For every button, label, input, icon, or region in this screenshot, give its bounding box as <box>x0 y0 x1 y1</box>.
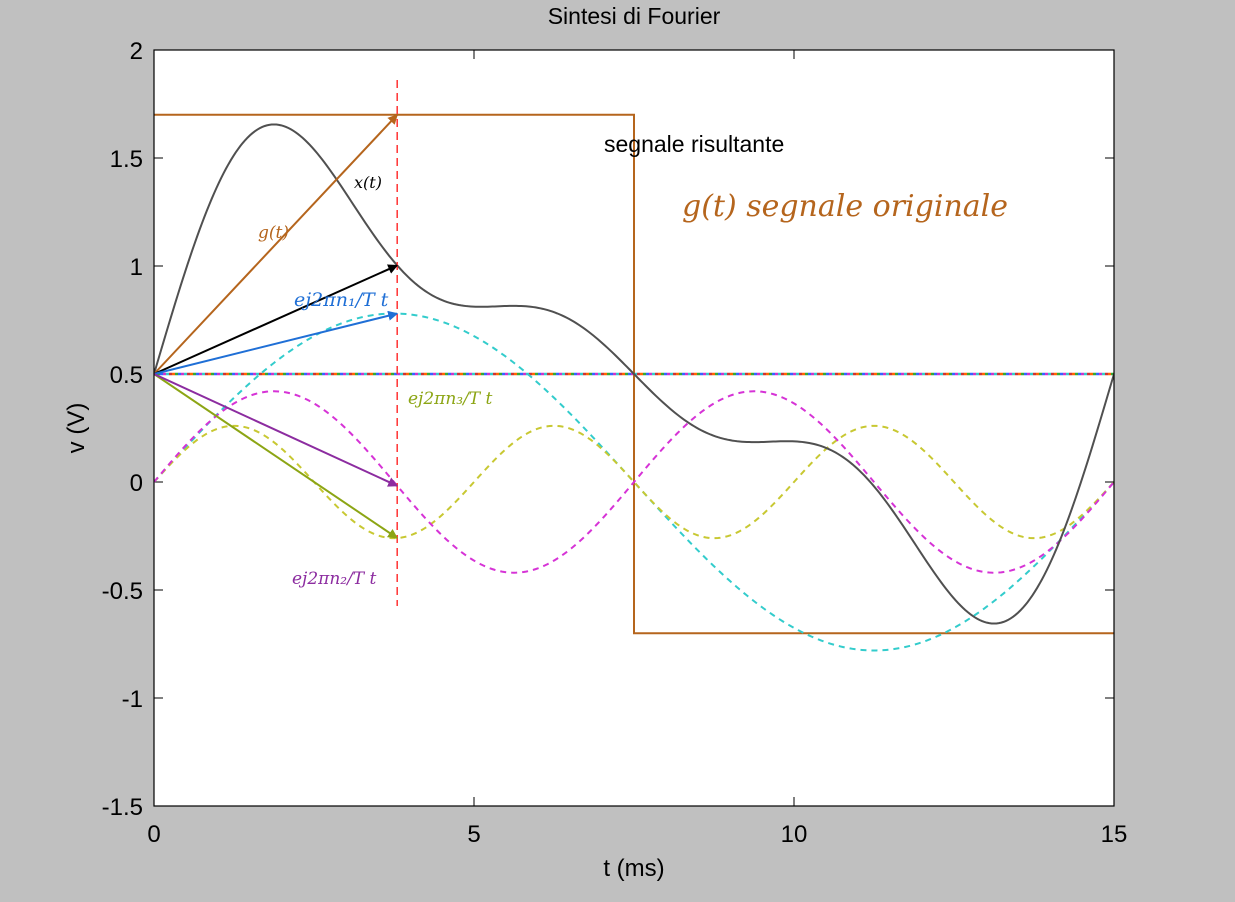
y-tick-label: -0.5 <box>102 578 143 605</box>
vector-n2-arrow <box>153 373 399 487</box>
y-tick-label: 1 <box>130 254 143 281</box>
y-axis-label: v (V) <box>63 403 90 454</box>
vector-n2-label: ej2πn₂/T t <box>292 569 377 589</box>
x-axis-label: t (ms) <box>603 855 664 882</box>
vector-n1-label: ej2πn₁/T t <box>294 289 389 311</box>
y-tick-label: 0.5 <box>110 362 143 389</box>
y-tick-label: 0 <box>130 470 143 497</box>
y-tick-labels: -1.5 -1 -0.5 0 0.5 1 1.5 2 <box>102 38 143 821</box>
vector-n3-label: ej2πn₃/T t <box>408 389 493 409</box>
vector-x-label: x(t) <box>354 173 382 192</box>
phasor-vectors <box>153 114 399 539</box>
x-tick-labels: 0 5 10 15 <box>147 821 1127 848</box>
chart-title: Sintesi di Fourier <box>548 3 721 29</box>
vector-g-label: g(t) <box>258 223 289 243</box>
original-signal-label: g(t) segnale originale <box>682 189 1008 224</box>
vector-n3-arrow <box>153 373 399 539</box>
y-tick-label: 1.5 <box>110 146 143 173</box>
series-resultant <box>154 123 1114 625</box>
series-harmonic-2 <box>154 390 1114 574</box>
vector-g-arrow <box>153 114 398 375</box>
x-tick-label: 5 <box>467 821 480 848</box>
x-tick-label: 15 <box>1101 821 1128 848</box>
x-tick-label: 0 <box>147 821 160 848</box>
x-tick-label: 10 <box>781 821 808 848</box>
y-tick-label: -1.5 <box>102 794 143 821</box>
vector-x-arrow <box>153 264 399 375</box>
y-tick-label: 2 <box>130 38 143 65</box>
plot-frame <box>153 49 1115 807</box>
vector-n1-arrow <box>153 310 399 375</box>
resultant-signal-label: segnale risultante <box>604 131 784 157</box>
y-tick-label: -1 <box>122 686 143 713</box>
